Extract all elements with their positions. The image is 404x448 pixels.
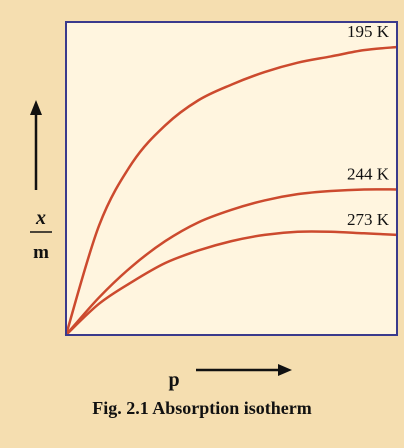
x-axis-arrow (196, 364, 292, 376)
curve-273-k (65, 230, 398, 336)
curve-label-273-k: 273 K (347, 210, 390, 229)
x-axis-label: p (168, 369, 179, 391)
curve-244-k (65, 188, 398, 336)
curve-labels-group: 195 K 244 K 273 K (347, 22, 390, 229)
curves-group (64, 45, 398, 336)
y-axis-arrow (30, 100, 42, 190)
figure-caption: Fig. 2.1 Absorption isotherm (92, 398, 312, 418)
curve-label-195-k: 195 K (347, 22, 390, 41)
y-axis-label-denominator: m (33, 242, 49, 263)
curve-195-k (64, 45, 398, 336)
plot-frame (65, 21, 398, 336)
curve-label-244-k: 244 K (347, 164, 390, 183)
y-axis-label-numerator: x (35, 207, 46, 229)
